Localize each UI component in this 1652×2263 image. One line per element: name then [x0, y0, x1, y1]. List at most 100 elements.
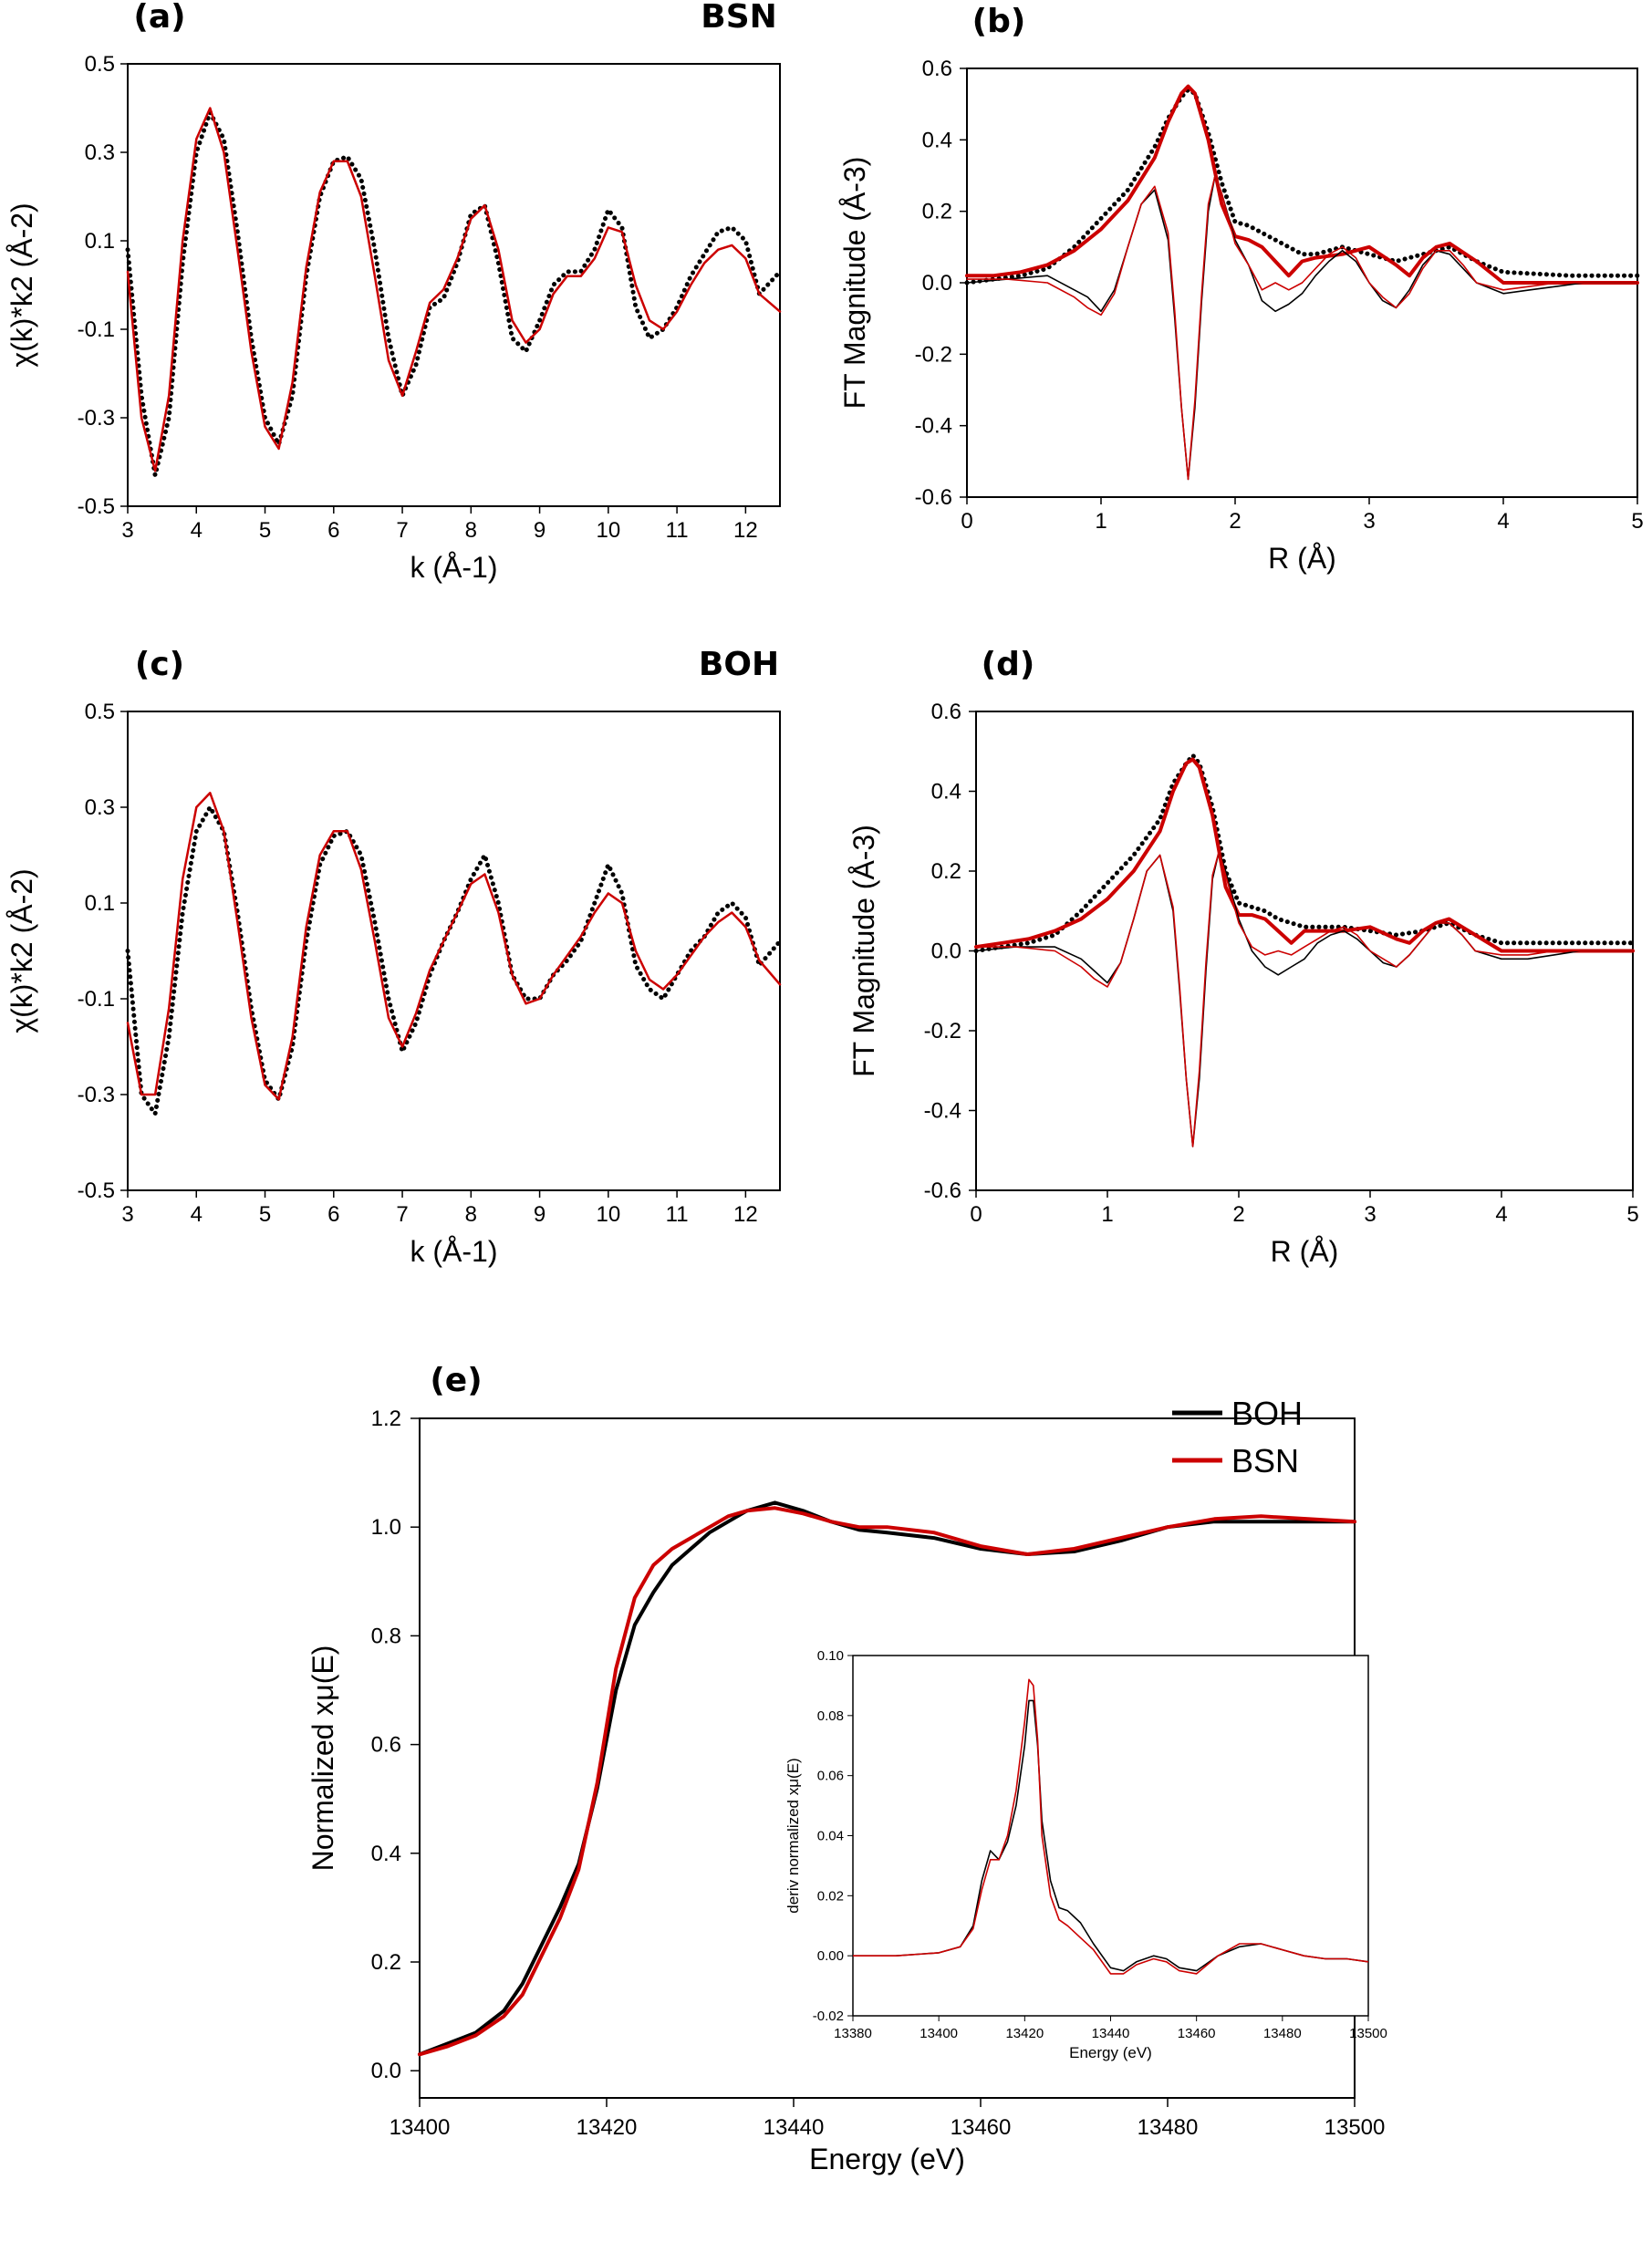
x-tick-label: 3 [1364, 1202, 1376, 1227]
series-line-dotted-0 [964, 88, 1640, 285]
y-axis-title: FT Magnitude (Å-3) [847, 825, 880, 1077]
panel-c: 3 4 5 6 7 8 9 10 11 12 0.5 0.3 0.1 -0.1 -0.3 -0.5 (c) BOH… [5, 646, 783, 1268]
y-tick-label: -0.2 [924, 1019, 961, 1043]
y-tick-label: -0.3 [78, 406, 115, 431]
series-line-solid-thin-2 [966, 174, 1638, 481]
y-axis-title: Normalized xμ(E) [307, 1645, 339, 1872]
y-tick-label: -0.5 [78, 1178, 115, 1203]
series-line-boh-0 [418, 1500, 1356, 2057]
x-tick-label: 4 [1497, 509, 1509, 534]
y-tick-label: 0.0 [922, 271, 952, 296]
y-tick-label: 1.0 [371, 1515, 401, 1540]
x-tick-label: 12 [733, 518, 758, 543]
x-tick-label: 11 [666, 1202, 689, 1227]
x-axis-title: R (Å) [1271, 1235, 1339, 1268]
panel-label: (d) [982, 646, 1035, 683]
x-axis-title: k (Å-1) [410, 1235, 498, 1268]
x-tick-label: 2 [1232, 1202, 1244, 1227]
y-tick-label: 0.5 [85, 700, 115, 724]
inset-y-tick-label: -0.02 [813, 2009, 844, 2024]
y-tick-label: 0.2 [922, 200, 952, 224]
y-tick-label: -0.1 [78, 987, 115, 1012]
series-line-solid-thin-2 [975, 850, 1634, 1147]
x-tick-label: 6 [327, 1202, 339, 1227]
inset-frame [852, 1655, 1369, 2017]
inset-x-axis-title: Energy (eV) [1069, 2044, 1152, 2061]
x-tick-label: 4 [1495, 1202, 1507, 1227]
x-axis-title: R (Å) [1268, 542, 1336, 575]
x-tick-label: 0 [970, 1202, 982, 1227]
inset-y-tick-label: 0.02 [817, 1888, 844, 1904]
y-tick-label: -0.5 [78, 494, 115, 519]
x-tick-label: 10 [596, 518, 620, 543]
y-tick-label: 1.2 [371, 1407, 401, 1431]
x-tick-label: 8 [465, 518, 477, 543]
x-tick-label: 10 [596, 1202, 620, 1227]
panel-a: 3 4 5 6 7 8 9 10 11 12 0.5 0.3 0.1 -0.1 -0.3 -0.5 (a) BSN… [5, 0, 783, 584]
inset-x-tick-label: 13420 [1005, 2026, 1044, 2041]
x-tick-label: 12 [733, 1202, 758, 1227]
inset-x-tick-label: 13380 [834, 2026, 872, 2041]
legend-label-boh: BOH [1231, 1395, 1303, 1432]
x-tick-label: 0 [961, 509, 972, 534]
inset-y-tick-label: 0.00 [817, 1948, 844, 1964]
series-line-solid-1 [126, 792, 782, 1101]
x-tick-label: 13480 [1138, 2115, 1199, 2140]
y-tick-label: -0.2 [915, 342, 952, 367]
plot-frame [127, 63, 781, 507]
y-tick-label: 0.4 [931, 780, 961, 805]
x-axis-title: k (Å-1) [410, 551, 498, 584]
inset-y-tick-label: 0.10 [817, 1648, 844, 1664]
inset-y-tick-label: 0.08 [817, 1708, 844, 1724]
sample-label: BOH [699, 646, 779, 683]
inset-x-tick-label: 13400 [920, 2026, 958, 2041]
x-tick-label: 13440 [764, 2115, 825, 2140]
y-tick-label: 0.1 [85, 891, 115, 916]
x-tick-label: 5 [1626, 1202, 1638, 1227]
inset-series-line-boh [853, 1699, 1369, 1972]
inset-y-tick-label: 0.04 [817, 1829, 844, 1844]
panel-label: (a) [133, 0, 185, 36]
x-tick-label: 1 [1101, 1202, 1113, 1227]
y-tick-label: -0.4 [915, 414, 952, 439]
x-tick-label: 5 [1631, 509, 1643, 534]
y-tick-label: 0.3 [85, 140, 115, 165]
x-tick-label: 2 [1229, 509, 1241, 534]
inset-y-tick-label: 0.06 [817, 1769, 844, 1784]
series-line-solid-thick-1 [965, 84, 1639, 285]
inset-x-tick-label: 13500 [1349, 2026, 1387, 2041]
x-tick-label: 7 [396, 1202, 408, 1227]
x-tick-label: 5 [259, 518, 271, 543]
x-tick-label: 5 [259, 1202, 271, 1227]
x-tick-label: 11 [666, 518, 689, 543]
x-tick-label: 9 [534, 518, 545, 543]
x-axis-title: Energy (eV) [809, 2143, 965, 2175]
series-line-bsn-1 [418, 1506, 1356, 2057]
y-tick-label: 0.3 [85, 795, 115, 820]
x-tick-label: 7 [396, 518, 408, 543]
x-tick-label: 13400 [390, 2115, 451, 2140]
y-tick-label: -0.6 [915, 485, 952, 510]
inset-y-axis-title: deriv normalized xμ(E) [784, 1758, 802, 1913]
plot-frame [127, 711, 781, 1191]
inset-x-tick-label: 13480 [1263, 2026, 1302, 2041]
x-tick-label: 3 [121, 1202, 133, 1227]
x-tick-label: 9 [534, 1202, 545, 1227]
x-tick-label: 4 [191, 1202, 203, 1227]
series-line-solid-thick-1 [974, 757, 1635, 953]
y-tick-label: 0.4 [922, 128, 952, 152]
y-tick-label: 0.4 [371, 1842, 401, 1866]
x-tick-label: 6 [327, 518, 339, 543]
x-tick-label: 13420 [577, 2115, 638, 2140]
inset-chart: 13380 13400 13420 13440 13460 13480 13500 0.10 0… [784, 1648, 1387, 2061]
panel-label: (e) [430, 1362, 482, 1399]
y-tick-label: 0.6 [931, 700, 961, 724]
y-tick-label: 0.2 [931, 859, 961, 884]
y-tick-label: 0.2 [371, 1950, 401, 1975]
y-axis-title: χ(k)*k2 (Å-2) [5, 868, 38, 1033]
x-tick-label: 13460 [951, 2115, 1012, 2140]
y-tick-label: 0.0 [371, 2059, 401, 2083]
series-line-solid-thin-3 [966, 174, 1638, 481]
y-tick-label: 0.0 [931, 939, 961, 964]
inset-x-tick-label: 13440 [1092, 2026, 1130, 2041]
